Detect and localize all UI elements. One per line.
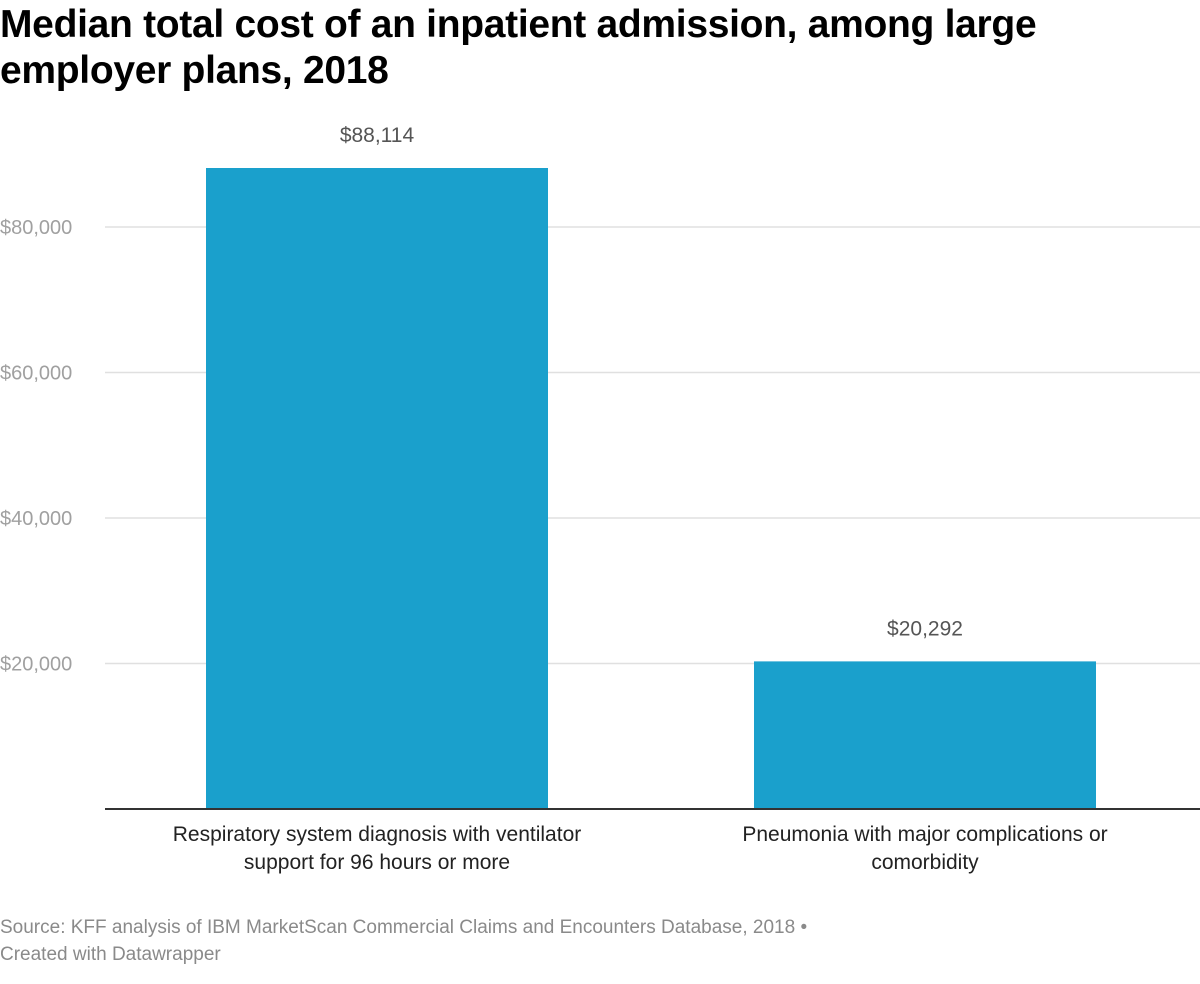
chart-title: Median total cost of an inpatient admiss… [0,3,1037,92]
bar [754,661,1096,809]
chart-footer: Source: KFF analysis of IBM MarketScan C… [0,914,1180,968]
category-label: Respiratory system diagnosis with ventil… [173,823,582,874]
bar [206,168,548,809]
y-tick-label: $60,000 [0,363,72,385]
category-label-line: Respiratory system diagnosis with ventil… [173,823,582,846]
category-label-line: support for 96 hours or more [244,851,510,874]
bar-chart: $20,000 $40,000 $60,000 $80,000 $88,114 $20,… [0,124,1200,874]
y-tick-label: $20,000 [0,654,72,676]
category-label: Pneumonia with major complications or com… [742,823,1107,874]
category-label-line: Pneumonia with major complications or [742,823,1107,846]
y-axis-ticks: $20,000 $40,000 $60,000 $80,000 [0,217,72,675]
category-labels: Respiratory system diagnosis with ventil… [173,823,1108,874]
value-labels: $88,114 $20,292 [340,124,963,640]
footer-separator: • [800,917,808,938]
credit-note: Created with Datawrapper [0,944,221,965]
y-tick-label: $40,000 [0,508,72,530]
value-label: $88,114 [340,124,415,147]
value-label: $20,292 [887,617,963,640]
bars [206,168,1096,809]
y-tick-label: $80,000 [0,217,72,239]
source-note: Source: KFF analysis of IBM MarketScan C… [0,917,796,938]
category-label-line: comorbidity [871,851,979,874]
